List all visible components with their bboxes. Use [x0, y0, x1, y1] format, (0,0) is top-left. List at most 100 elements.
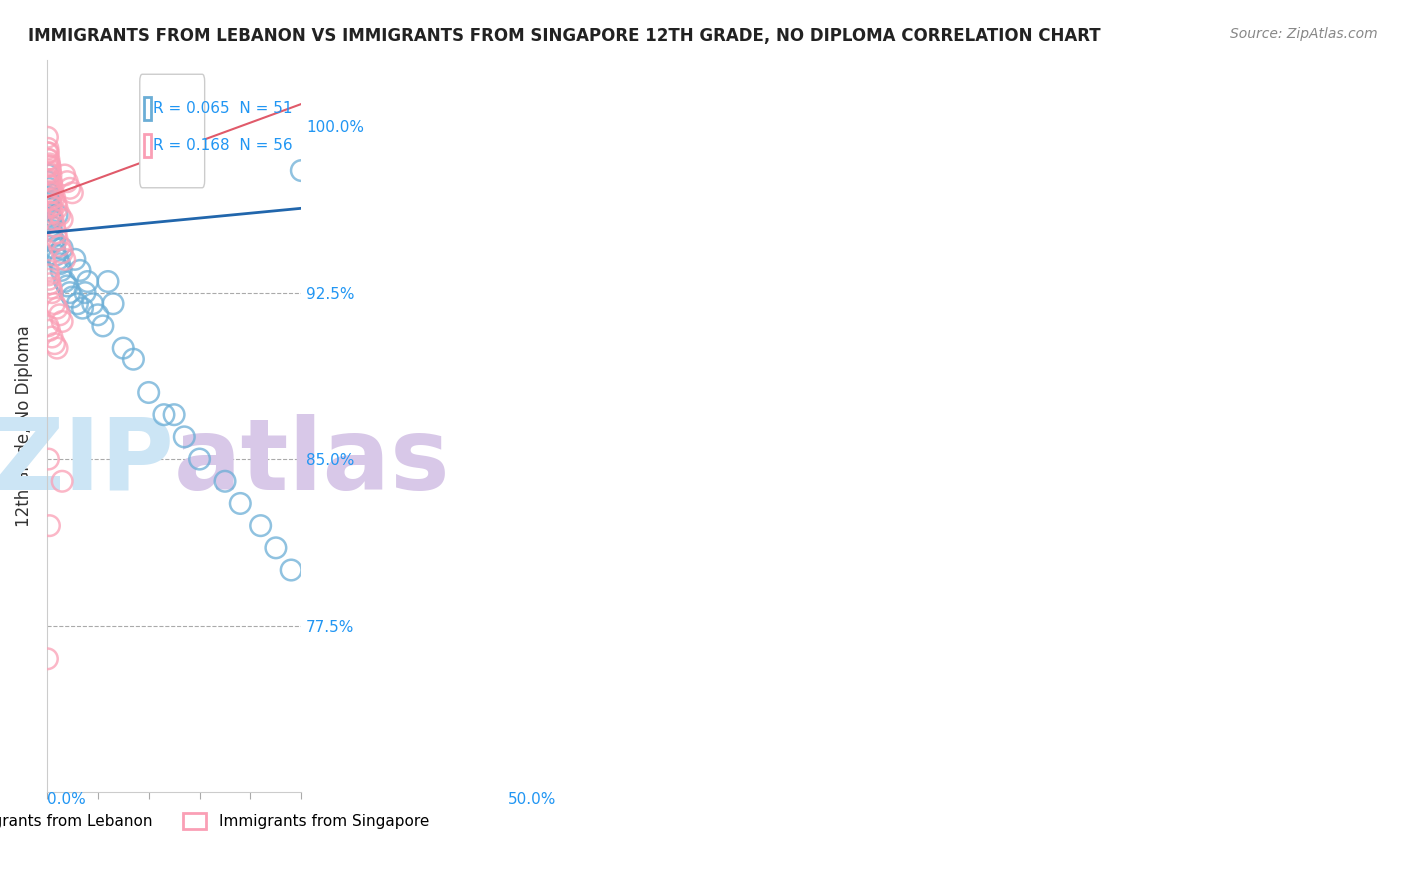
Point	[45, 197, 67, 211]
Point	[37, 168, 59, 182]
Point	[214, 475, 236, 489]
Point	[49, 263, 72, 277]
Point	[39, 212, 62, 227]
Point	[41, 199, 63, 213]
Point	[37, 452, 59, 467]
Point	[41, 205, 63, 219]
Point	[290, 163, 312, 178]
Point	[122, 352, 145, 367]
Point	[44, 190, 66, 204]
Bar	[145, 97, 152, 120]
Point	[48, 308, 70, 322]
Bar	[145, 134, 152, 157]
Point	[112, 341, 135, 355]
Point	[41, 230, 63, 244]
Point	[46, 252, 69, 267]
Point	[46, 208, 69, 222]
Point	[38, 272, 60, 286]
Point	[38, 518, 60, 533]
Point	[39, 168, 62, 182]
Point	[39, 208, 62, 222]
Point	[37, 159, 59, 173]
Point	[51, 212, 73, 227]
Point	[69, 263, 91, 277]
Point	[82, 296, 104, 310]
Point	[38, 323, 60, 337]
Point	[63, 252, 86, 267]
Point	[37, 145, 59, 160]
Point	[39, 186, 62, 200]
Point	[37, 263, 59, 277]
Text: 0.0%: 0.0%	[46, 792, 86, 807]
Text: Source: ZipAtlas.com: Source: ZipAtlas.com	[1230, 27, 1378, 41]
FancyBboxPatch shape	[139, 74, 205, 187]
Point	[153, 408, 176, 422]
Point	[51, 314, 73, 328]
Point	[53, 252, 76, 267]
Point	[38, 202, 60, 216]
Point	[44, 241, 66, 255]
Point	[42, 212, 65, 227]
Legend: Immigrants from Lebanon, Immigrants from Singapore: Immigrants from Lebanon, Immigrants from…	[0, 807, 434, 836]
Point	[41, 212, 63, 227]
Point	[38, 166, 60, 180]
Point	[37, 190, 59, 204]
Point	[44, 336, 66, 351]
Point	[101, 296, 124, 310]
Point	[138, 385, 160, 400]
Point	[66, 296, 89, 310]
Point	[48, 208, 70, 222]
Point	[280, 563, 302, 577]
Point	[51, 245, 73, 260]
Point	[37, 652, 59, 666]
Point	[53, 168, 76, 182]
Point	[188, 452, 211, 467]
Point	[45, 248, 67, 262]
Text: IMMIGRANTS FROM LEBANON VS IMMIGRANTS FROM SINGAPORE 12TH GRADE, NO DIPLOMA CORR: IMMIGRANTS FROM LEBANON VS IMMIGRANTS FR…	[28, 27, 1101, 45]
Point	[37, 186, 59, 200]
Point	[87, 308, 110, 322]
Point	[44, 296, 66, 310]
Point	[39, 163, 62, 178]
Point	[37, 145, 59, 160]
Point	[48, 239, 70, 253]
Point	[46, 341, 69, 355]
Point	[97, 275, 120, 289]
Point	[39, 219, 62, 233]
Y-axis label: 12th Grade, No Diploma: 12th Grade, No Diploma	[15, 325, 32, 526]
Point	[37, 141, 59, 155]
Point	[44, 235, 66, 249]
Point	[38, 197, 60, 211]
Point	[76, 275, 98, 289]
Point	[41, 330, 63, 344]
Point	[37, 268, 59, 282]
Point	[39, 277, 62, 291]
Point	[37, 318, 59, 333]
Point	[37, 130, 59, 145]
Point	[39, 179, 62, 194]
Point	[39, 193, 62, 207]
Point	[42, 235, 65, 249]
Point	[264, 541, 287, 555]
Point	[72, 301, 94, 315]
Point	[59, 181, 82, 195]
Point	[229, 496, 252, 510]
Point	[46, 301, 69, 315]
Text: 50.0%: 50.0%	[508, 792, 555, 807]
Point	[173, 430, 195, 444]
Point	[44, 219, 66, 233]
Point	[38, 157, 60, 171]
Point	[51, 241, 73, 255]
Point	[73, 285, 96, 300]
Point	[39, 194, 62, 209]
Point	[42, 186, 65, 200]
Point	[38, 172, 60, 186]
Text: ZIP: ZIP	[0, 414, 174, 511]
Point	[41, 285, 63, 300]
Point	[56, 279, 79, 293]
Point	[41, 179, 63, 194]
Point	[37, 153, 59, 167]
Point	[45, 226, 67, 240]
Text: atlas: atlas	[174, 414, 451, 511]
Point	[59, 285, 82, 300]
